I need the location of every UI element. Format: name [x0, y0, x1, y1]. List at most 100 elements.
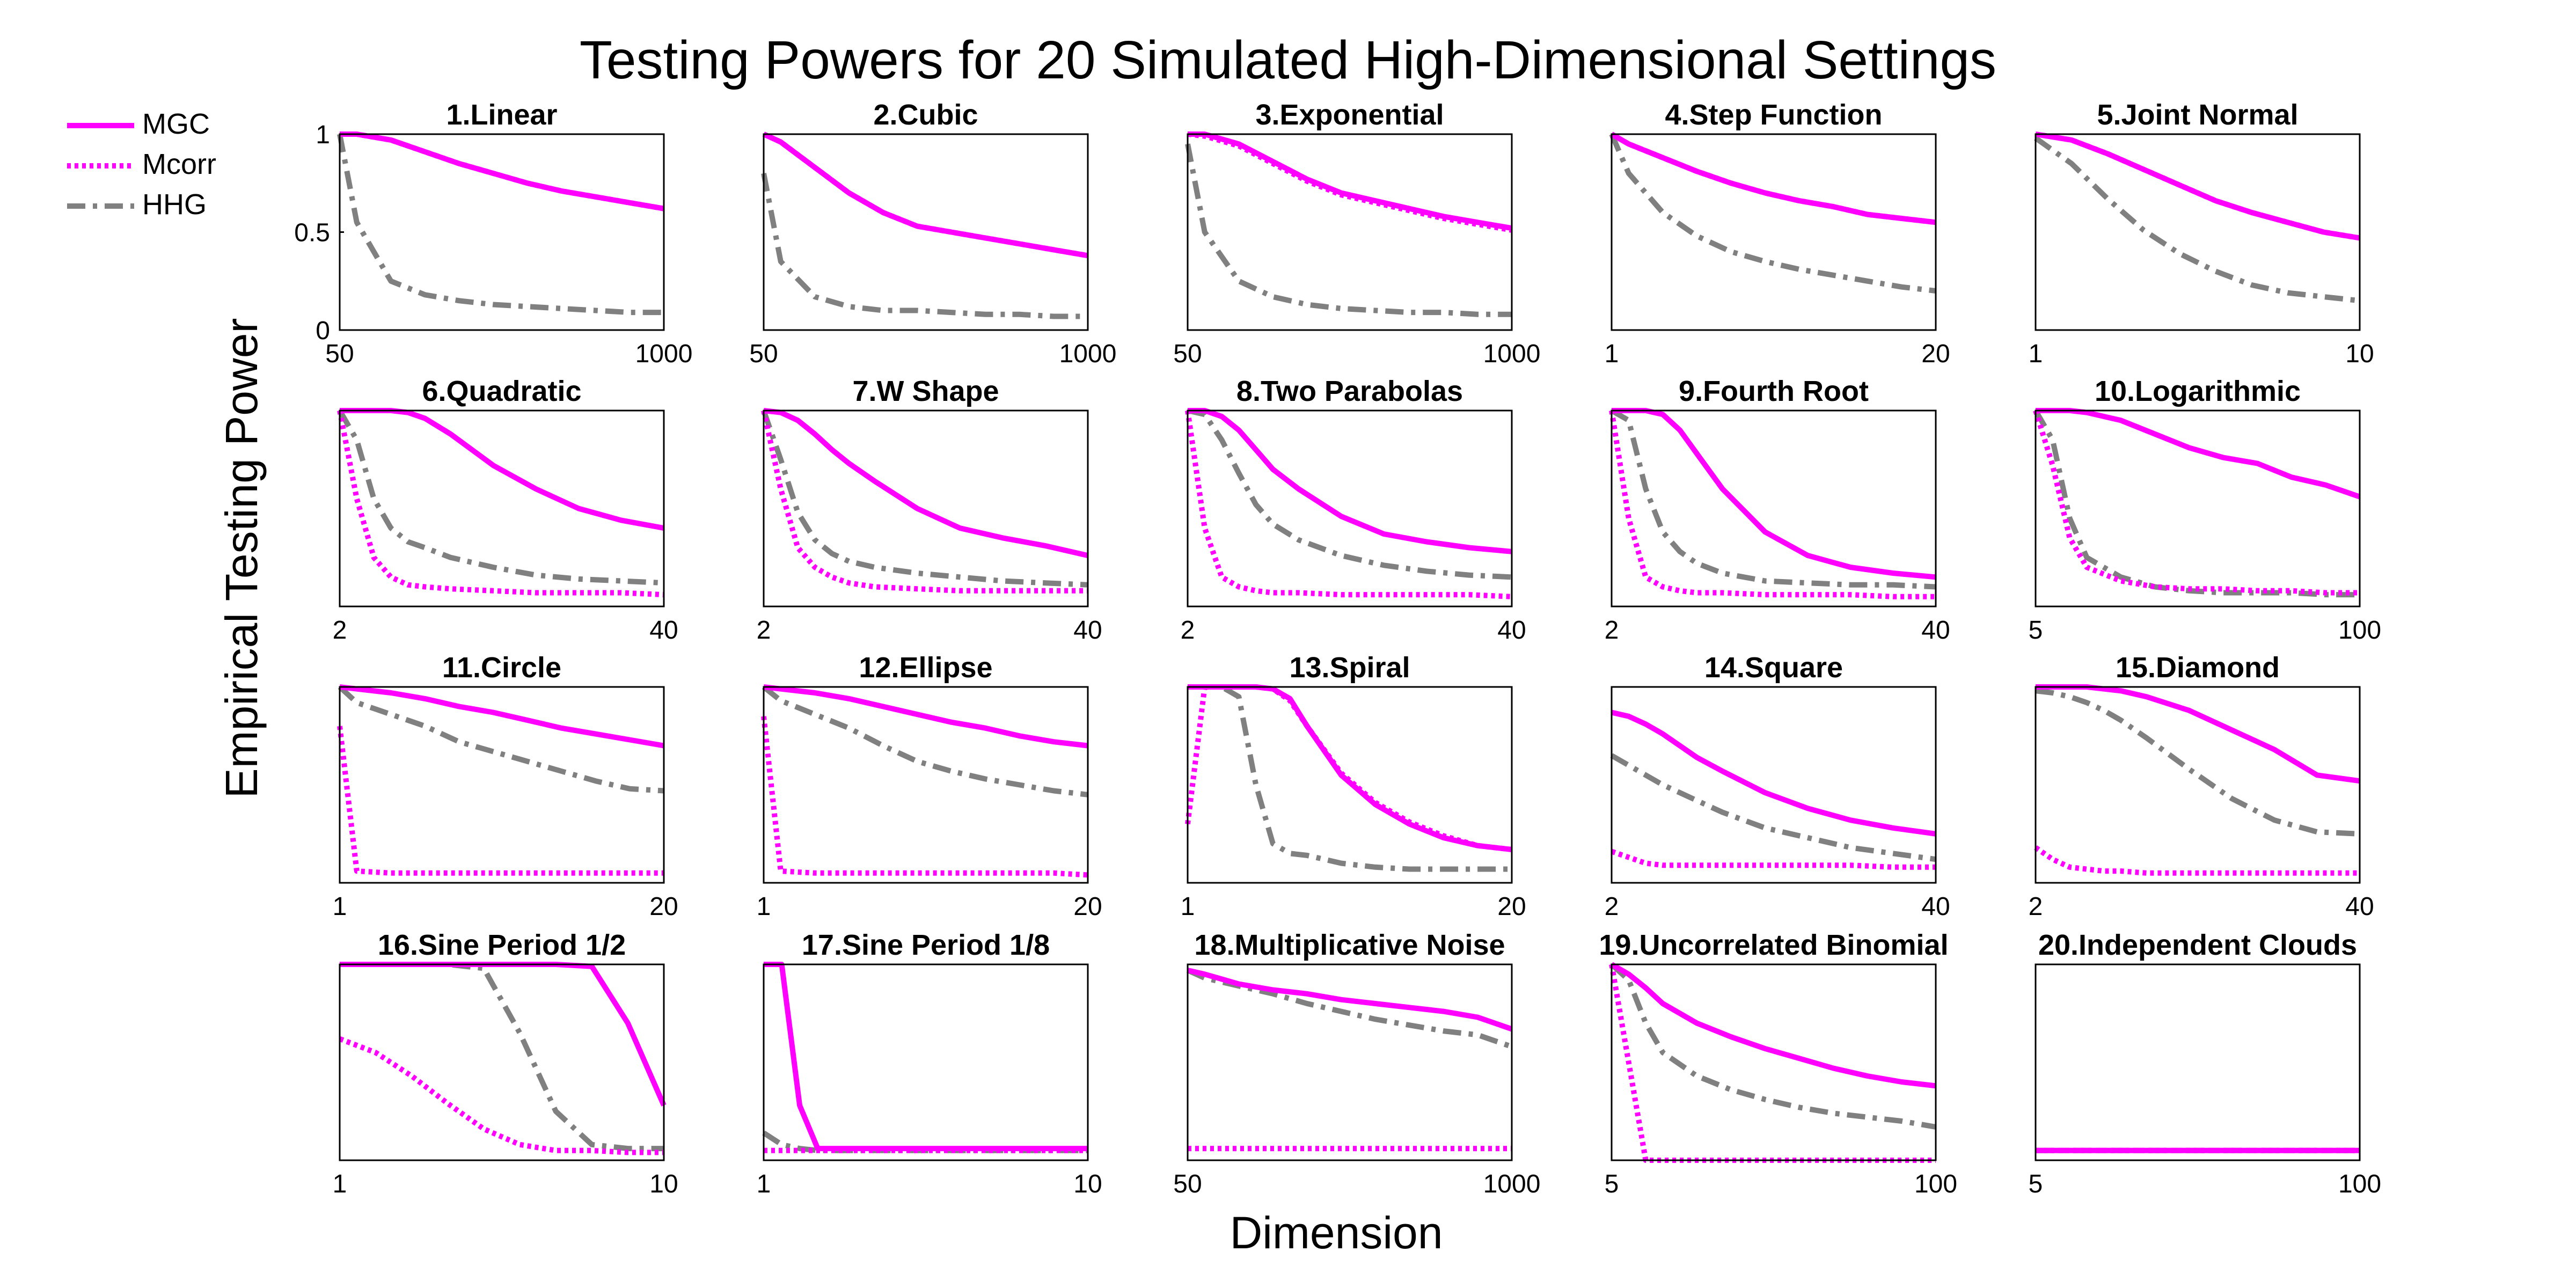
series-mgc	[1188, 131, 1512, 231]
subplot-title: 18.Multiplicative Noise	[1194, 929, 1505, 961]
series-mgc	[1187, 968, 1513, 1032]
subplot-title: 2.Cubic	[873, 99, 978, 131]
series-hhg	[761, 409, 1088, 588]
x-tick-label: 20	[1497, 892, 1526, 921]
series-hhg	[761, 173, 1088, 319]
series-hhg	[1609, 962, 1936, 1130]
x-tick-label: 50	[749, 340, 778, 368]
series-hhg	[337, 409, 664, 586]
series-mgc	[1611, 709, 1936, 837]
x-tick-label: 50	[1173, 340, 1202, 368]
series-group	[761, 131, 1088, 319]
series-group	[337, 684, 664, 876]
series-mcorr	[1185, 684, 1512, 852]
series-mgc	[764, 962, 1088, 1152]
subplot-5: 5.Joint Normal 1 10	[2029, 99, 2374, 368]
series-hhg	[762, 685, 1088, 797]
legend-label-hhg: HHG	[142, 188, 207, 221]
x-tick-label: 10	[649, 1170, 678, 1198]
series-hhg	[340, 962, 664, 1152]
x-tick-label: 100	[2338, 1170, 2381, 1198]
axes-box	[2035, 409, 2361, 608]
subplot-20: 20.Independent Clouds 5 100	[2029, 929, 2381, 1198]
series-group	[762, 962, 1088, 1153]
legend-entry-hhg: HHG	[64, 188, 225, 228]
axes-box	[339, 686, 665, 884]
series-group	[761, 684, 1088, 878]
series-group	[1185, 131, 1512, 317]
y-tick-label: 0.5	[294, 219, 330, 247]
subplot-16: 16.Sine Period 1/2 1 10	[333, 929, 678, 1198]
series-group	[761, 408, 1089, 594]
subplot-title: 14.Square	[1704, 652, 1843, 684]
x-tick-label: 20	[649, 892, 678, 921]
subplot-9: 9.Fourth Root 2 40	[1605, 375, 1950, 645]
x-tick-label: 100	[2338, 616, 2381, 645]
series-group	[2034, 684, 2360, 876]
axes-box	[2035, 686, 2361, 884]
series-mcorr	[339, 1036, 664, 1155]
subplot-15: 15.Diamond 2 40	[2029, 652, 2374, 921]
series-mgc	[1188, 408, 1512, 554]
subplot-title: 13.Spiral	[1289, 652, 1410, 684]
subplot-title: 1.Linear	[446, 99, 557, 131]
x-axis-label: Dimension	[1230, 1208, 1443, 1258]
x-tick-label: 2	[1181, 616, 1195, 645]
subplot-title: 10.Logarithmic	[2095, 375, 2301, 407]
axes-box	[339, 133, 665, 331]
subplot-title: 9.Fourth Root	[1679, 375, 1869, 407]
series-hhg	[338, 685, 664, 794]
series-mgc	[340, 131, 664, 211]
series-group	[1185, 408, 1512, 599]
series-mcorr	[340, 131, 664, 211]
subplot-2: 2.Cubic 50 1000	[749, 99, 1116, 368]
axes-box	[1611, 409, 1937, 608]
legend-label-mgc: MGC	[142, 108, 210, 140]
x-tick-label: 1000	[1483, 1170, 1541, 1198]
series-mcorr	[2034, 845, 2360, 876]
subplot-title: 6.Quadratic	[422, 375, 581, 407]
x-tick-label: 2	[333, 616, 347, 645]
x-tick-label: 50	[325, 340, 354, 368]
axes-box	[2035, 133, 2361, 331]
axes-box	[1187, 409, 1513, 608]
series-group	[1610, 709, 1936, 870]
x-tick-label: 40	[2345, 892, 2374, 921]
subplot-8: 8.Two Parabolas 2 40	[1181, 375, 1526, 645]
subplot-19: 19.Uncorrelated Binomial 5 100	[1599, 929, 1957, 1198]
series-mcorr	[1611, 848, 1936, 870]
legend-entry-mgc: MGC	[64, 107, 225, 148]
series-mcorr	[1187, 131, 1512, 233]
subplot-title: 4.Step Function	[1665, 99, 1883, 131]
axes-box	[1187, 686, 1513, 884]
series-mgc	[1612, 408, 1936, 580]
subplot-title: 3.Exponential	[1255, 99, 1444, 131]
x-tick-label: 40	[1921, 892, 1950, 921]
x-tick-label: 2	[757, 616, 771, 645]
subplot-6: 6.Quadratic 2 40	[333, 375, 678, 645]
series-mcorr	[2033, 409, 2360, 596]
series-mgc	[762, 131, 1088, 259]
x-tick-label: 40	[1921, 616, 1950, 645]
series-hhg	[1610, 753, 1936, 862]
series-hhg	[2034, 136, 2360, 304]
axes-box	[1611, 686, 1937, 884]
x-tick-label: 1	[1181, 892, 1195, 921]
series-hhg	[1187, 408, 1512, 580]
series-mcorr	[761, 409, 1088, 594]
series-group	[1185, 684, 1512, 872]
series-mcorr	[337, 410, 664, 598]
series-mcorr	[761, 716, 1088, 878]
series-group	[1609, 962, 1936, 1163]
axes-box	[1611, 133, 1937, 331]
series-group	[339, 962, 667, 1155]
legend: MGC Mcorr HHG	[64, 107, 225, 228]
x-tick-label: 2	[1605, 892, 1619, 921]
legend-label-mcorr: Mcorr	[142, 148, 216, 180]
x-tick-label: 2	[2029, 892, 2043, 921]
legend-entry-mcorr: Mcorr	[64, 148, 225, 188]
figure-title: Testing Powers for 20 Simulated High-Dim…	[579, 30, 1997, 90]
series-mgc	[1188, 684, 1512, 852]
x-tick-label: 20	[1073, 892, 1102, 921]
